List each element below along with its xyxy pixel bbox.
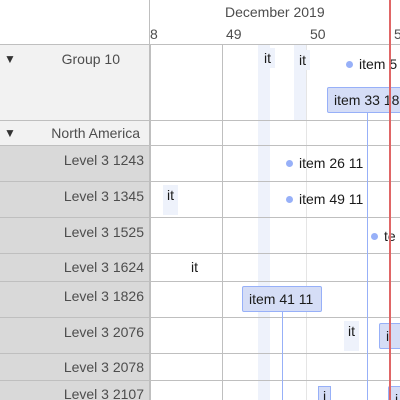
timeline-point-item[interactable]: te — [371, 228, 396, 244]
nested-row-label: Level 3 2076 — [0, 318, 149, 354]
row-divider — [150, 253, 400, 254]
timeline-range-item[interactable]: item 33 18 — [327, 87, 400, 113]
item-connector-line — [367, 113, 368, 400]
row-divider — [150, 281, 400, 282]
row-divider — [150, 317, 400, 318]
row-divider — [150, 380, 400, 381]
timeline-point-item[interactable]: item 5 — [346, 56, 397, 72]
nested-row-label: Level 3 2078 — [0, 354, 149, 381]
point-dot-icon — [286, 159, 293, 167]
group-row-group-10[interactable]: ▼ Group 10 — [0, 45, 149, 121]
item-connector-line — [282, 312, 283, 400]
timeline-item-stub[interactable]: i — [318, 386, 332, 400]
item-label: item 5 — [359, 56, 398, 72]
group-label: North America — [51, 125, 140, 141]
collapse-triangle-icon[interactable]: ▼ — [4, 52, 16, 66]
row-divider — [150, 181, 400, 182]
grid-line — [150, 0, 151, 400]
grid-line — [222, 0, 223, 400]
week-label: 5 — [394, 26, 400, 42]
row-label-text: Level 3 1345 — [63, 188, 144, 204]
week-label: 49 — [226, 26, 242, 42]
row-divider — [150, 217, 400, 218]
week-label: 8 — [150, 26, 158, 42]
week-label: 50 — [310, 26, 326, 42]
row-label-text: Level 3 2078 — [63, 359, 144, 375]
row-label-text: Level 3 2076 — [63, 324, 144, 340]
timeline-item-stub[interactable]: it — [163, 185, 178, 215]
item-label: item 26 11 — [299, 155, 364, 171]
row-label-text: Level 3 1826 — [63, 288, 144, 304]
row-divider — [150, 353, 400, 354]
timeline-item-stub[interactable]: it — [260, 48, 275, 68]
timeline-item-stub[interactable]: it — [187, 257, 202, 277]
timeline-point-item[interactable]: item 26 11 — [286, 155, 363, 171]
nested-row-label: Level 3 2107 — [0, 381, 149, 400]
timeline-range-item[interactable]: i — [388, 386, 400, 400]
group-row-north-america[interactable]: ▼ North America — [0, 121, 149, 146]
point-dot-icon — [346, 60, 353, 68]
timeline-point-item[interactable]: item 49 11 — [286, 191, 363, 207]
point-dot-icon — [371, 232, 378, 240]
grid-line — [306, 24, 307, 400]
timeline-panel[interactable]: December 2019 8 49 50 5 it it item 5 ite… — [150, 0, 400, 400]
row-label-text: Level 3 1243 — [63, 152, 144, 168]
timeline-item-stub[interactable]: it — [295, 50, 310, 70]
label-header-spacer — [0, 0, 149, 45]
weekend-band — [258, 45, 270, 400]
row-label-text: Level 3 1624 — [63, 259, 144, 275]
timeline-item-stub[interactable]: it — [344, 321, 359, 351]
group-label: Group 10 — [61, 51, 120, 67]
group-label-panel: ▼ Group 10 ▼ North America Level 3 1243 … — [0, 0, 150, 400]
row-divider — [150, 145, 400, 146]
nested-row-label: Level 3 1624 — [0, 254, 149, 282]
nested-row-label: Level 3 1243 — [0, 146, 149, 182]
collapse-triangle-icon[interactable]: ▼ — [4, 126, 16, 140]
timeline-header: December 2019 8 49 50 5 — [150, 0, 400, 45]
nested-row-label: Level 3 1826 — [0, 282, 149, 318]
nested-row-label: Level 3 1345 — [0, 182, 149, 218]
row-label-text: Level 3 2107 — [63, 386, 144, 400]
point-dot-icon — [286, 195, 293, 203]
row-label-text: Level 3 1525 — [63, 224, 144, 240]
row-divider — [150, 120, 400, 121]
current-time-line[interactable] — [389, 0, 391, 400]
nested-row-label: Level 3 1525 — [0, 218, 149, 254]
item-label: item 49 11 — [299, 191, 364, 207]
timeline-range-item[interactable]: item 41 11 — [242, 286, 322, 312]
month-label: December 2019 — [225, 4, 325, 20]
